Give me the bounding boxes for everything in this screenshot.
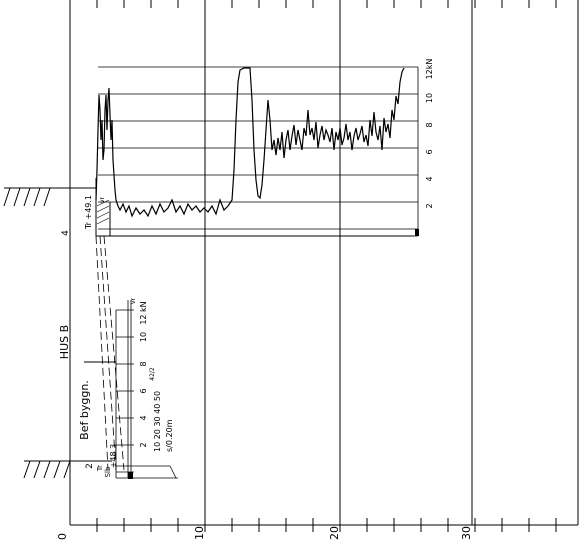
bottom-hole-number: 2 (85, 463, 95, 469)
top-fill-hatch (96, 199, 110, 225)
top-force-scale (98, 66, 419, 237)
top-tick-label: 6 (425, 149, 434, 154)
building-hus-b: HUS B (58, 325, 116, 363)
top-force-tick-labels: 2 4 6 8 10 12kN (425, 59, 434, 209)
bottom-column-tag: vr (130, 297, 137, 304)
bottom-ground-surface (23, 460, 112, 479)
building-name: HUS B (58, 325, 71, 359)
bottom-force-tick-labels: 2 4 6 8 10 12 kN (139, 301, 148, 447)
bottom-tick-label: 8 (139, 361, 148, 366)
bottom-tick-label: 4 (139, 415, 148, 420)
top-tick-label: 8 (425, 122, 434, 127)
top-tick-label: 2 (425, 203, 434, 208)
bottom-tick-label: 20 (328, 526, 341, 540)
bottom-tick-label: 12 kN (139, 301, 148, 324)
top-tick-marks (96, 0, 557, 8)
bottom-small-scale: 10 20 30 40 50 (153, 391, 162, 452)
top-ground-surface (3, 178, 414, 237)
top-tick-label: 12kN (425, 59, 434, 80)
bottom-level-label: +48.3 (109, 444, 118, 469)
bottom-tick-label: 6 (139, 388, 148, 393)
existing-building: Bef byggn. (78, 380, 91, 440)
bottom-tick-marks (96, 518, 557, 532)
top-tick-label: 4 (425, 176, 434, 181)
existing-building-label: Bef byggn. (78, 380, 91, 440)
bottom-tick-label: 10 (193, 526, 206, 540)
top-level-label: Tr +49.1 (84, 195, 93, 230)
top-column-tag: vr (99, 196, 106, 203)
bottom-force-scale (115, 300, 178, 479)
bottom-end-marker (128, 472, 133, 479)
top-tick-label: 10 (425, 93, 434, 103)
top-sounding-curve (95, 67, 405, 218)
bottom-tick-label: 0 (56, 533, 69, 540)
bottom-tick-label: 30 (460, 526, 473, 540)
bottom-tick-label: 10 (139, 332, 148, 342)
bottom-column-tag: 42/2 (149, 367, 156, 381)
bottom-rate-unit: s/0.20m (165, 419, 174, 452)
top-end-marker (415, 229, 419, 236)
top-hole-number: 4 (61, 230, 71, 236)
bottom-tick-label: 2 (139, 442, 148, 447)
bottom-soil-label: Tr (96, 465, 104, 472)
soil-boundary-lines (95, 235, 125, 471)
bottom-soil-label: Slb (104, 466, 112, 477)
grid-frame (69, 0, 579, 526)
